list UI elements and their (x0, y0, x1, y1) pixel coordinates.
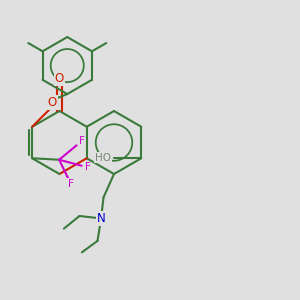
Text: HO: HO (95, 153, 111, 163)
Text: N: N (97, 212, 106, 225)
Text: F: F (85, 163, 91, 172)
Text: F: F (68, 179, 74, 189)
Text: F: F (79, 136, 85, 146)
Text: O: O (55, 72, 64, 86)
Text: O: O (48, 96, 57, 109)
